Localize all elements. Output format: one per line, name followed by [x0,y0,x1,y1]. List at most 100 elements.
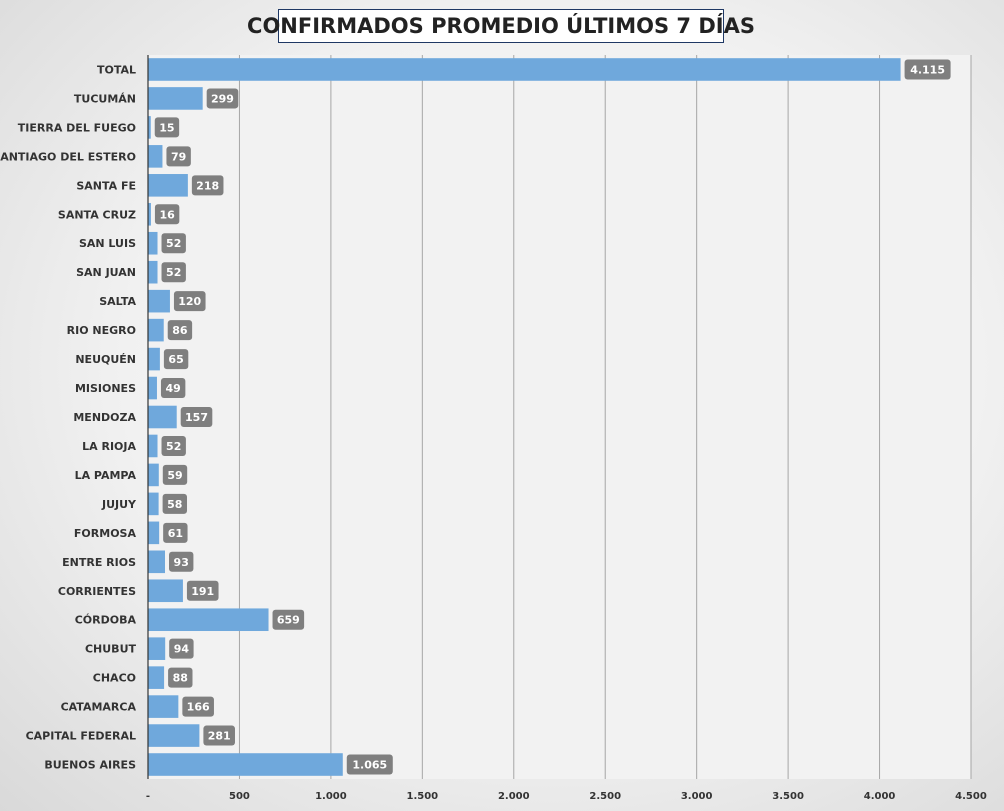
data-label-box [154,117,180,138]
data-label: 86 [172,324,188,337]
bar [148,231,158,255]
category-label: CATAMARCA [61,701,137,714]
bar [148,260,158,284]
category-label: CHUBUT [85,643,137,656]
category-label: SAN JUAN [76,266,136,279]
bar [148,405,177,429]
data-label-box [904,59,951,80]
bar [148,434,158,458]
data-label: 65 [168,353,183,366]
category-label: TUCUMÁN [74,92,136,105]
category-label: SALTA [99,295,136,308]
bar [148,521,160,545]
bar [148,347,160,371]
x-tick-label: 3.500 [772,791,804,802]
bar [148,289,170,313]
bar [148,608,269,632]
bar [148,695,179,718]
x-tick-label: 1.500 [407,791,439,802]
data-label: 52 [166,440,181,453]
data-label-box [206,88,239,109]
data-label: 1.065 [352,759,387,772]
chart-title: CONFIRMADOS PROMEDIO ÚLTIMOS 7 DÍAS [247,9,755,43]
category-label: CORRIENTES [58,585,136,598]
x-tick-label: 4.500 [955,791,987,802]
gridlines [238,55,972,779]
bar [148,666,165,689]
category-label: SANTA CRUZ [58,208,136,221]
data-label-box [186,580,219,601]
category-label: LA PAMPA [75,469,137,482]
data-label-box [203,725,235,746]
category-label: MENDOZA [73,411,136,424]
bar [148,318,164,342]
category-label: TOTAL [97,63,136,76]
category-label: CHACO [93,672,136,685]
category-label: JUJUY [101,498,137,511]
category-label: SANTA FE [76,179,136,192]
bar [148,637,166,660]
x-tick-label: 2.500 [589,791,621,802]
data-label-box [162,464,188,485]
data-label-box [163,349,189,370]
data-label-box [163,522,188,543]
data-label-box [167,320,193,341]
bar [148,753,343,776]
bar [148,116,151,139]
data-label: 659 [277,614,300,627]
data-label: 281 [208,730,231,743]
category-label: SANTIAGO DEL ESTERO [0,150,136,163]
data-label-box [180,407,213,427]
category-label: CAPITAL FEDERAL [26,730,136,743]
data-label: 191 [191,585,214,598]
data-label-box [169,638,194,659]
bar [148,463,159,487]
x-tick-label: 2.000 [498,791,530,802]
data-label: 166 [187,701,210,714]
x-tick-labels: - 500 1.000 1.500 2.000 2.500 3.000 3.500 4.000 4… [146,791,987,802]
data-label-box [168,667,193,688]
data-label: 79 [171,150,186,163]
data-label-box [191,175,224,196]
data-label: 59 [167,469,182,482]
data-label: 94 [174,643,190,656]
category-label: SAN LUIS [79,237,136,250]
data-label: 16 [159,208,175,221]
category-label: RIO NEGRO [67,324,136,337]
category-label: LA RIOJA [82,440,136,453]
bar [148,58,901,81]
x-tick-label: 500 [229,791,250,802]
data-label: 299 [211,92,234,105]
bar [148,202,151,226]
x-tick-label: - [146,791,150,802]
data-label-box [272,609,305,630]
data-label-box [162,493,188,514]
data-label: 93 [174,556,189,569]
data-label: 157 [185,411,208,424]
category-labels: TOTAL TUCUMÁN TIERRA DEL FUEGO SANTIAGO DEL… [0,63,137,771]
category-label: FORMOSA [74,527,137,540]
data-label-box [154,204,180,225]
data-label: 15 [159,121,174,134]
bar [148,724,200,747]
data-label: 218 [196,179,219,192]
category-label: BUENOS AIRES [44,759,136,772]
data-label: 58 [167,498,182,511]
data-label: 88 [173,672,188,685]
category-label: ENTRE RIOS [62,556,136,569]
data-label: 49 [166,382,181,395]
data-label: 52 [166,237,181,250]
plot-area [148,55,971,779]
bar [148,174,188,197]
category-label: CÓRDOBA [75,614,137,627]
x-tick-label: 4.000 [864,791,896,802]
bar [148,550,166,574]
data-label-box [161,262,186,283]
bar [148,492,159,516]
data-label-box [173,291,206,312]
data-label-box [161,435,186,456]
data-label: 120 [178,295,201,308]
category-label: NEUQUÉN [75,353,136,366]
bar [148,579,183,603]
